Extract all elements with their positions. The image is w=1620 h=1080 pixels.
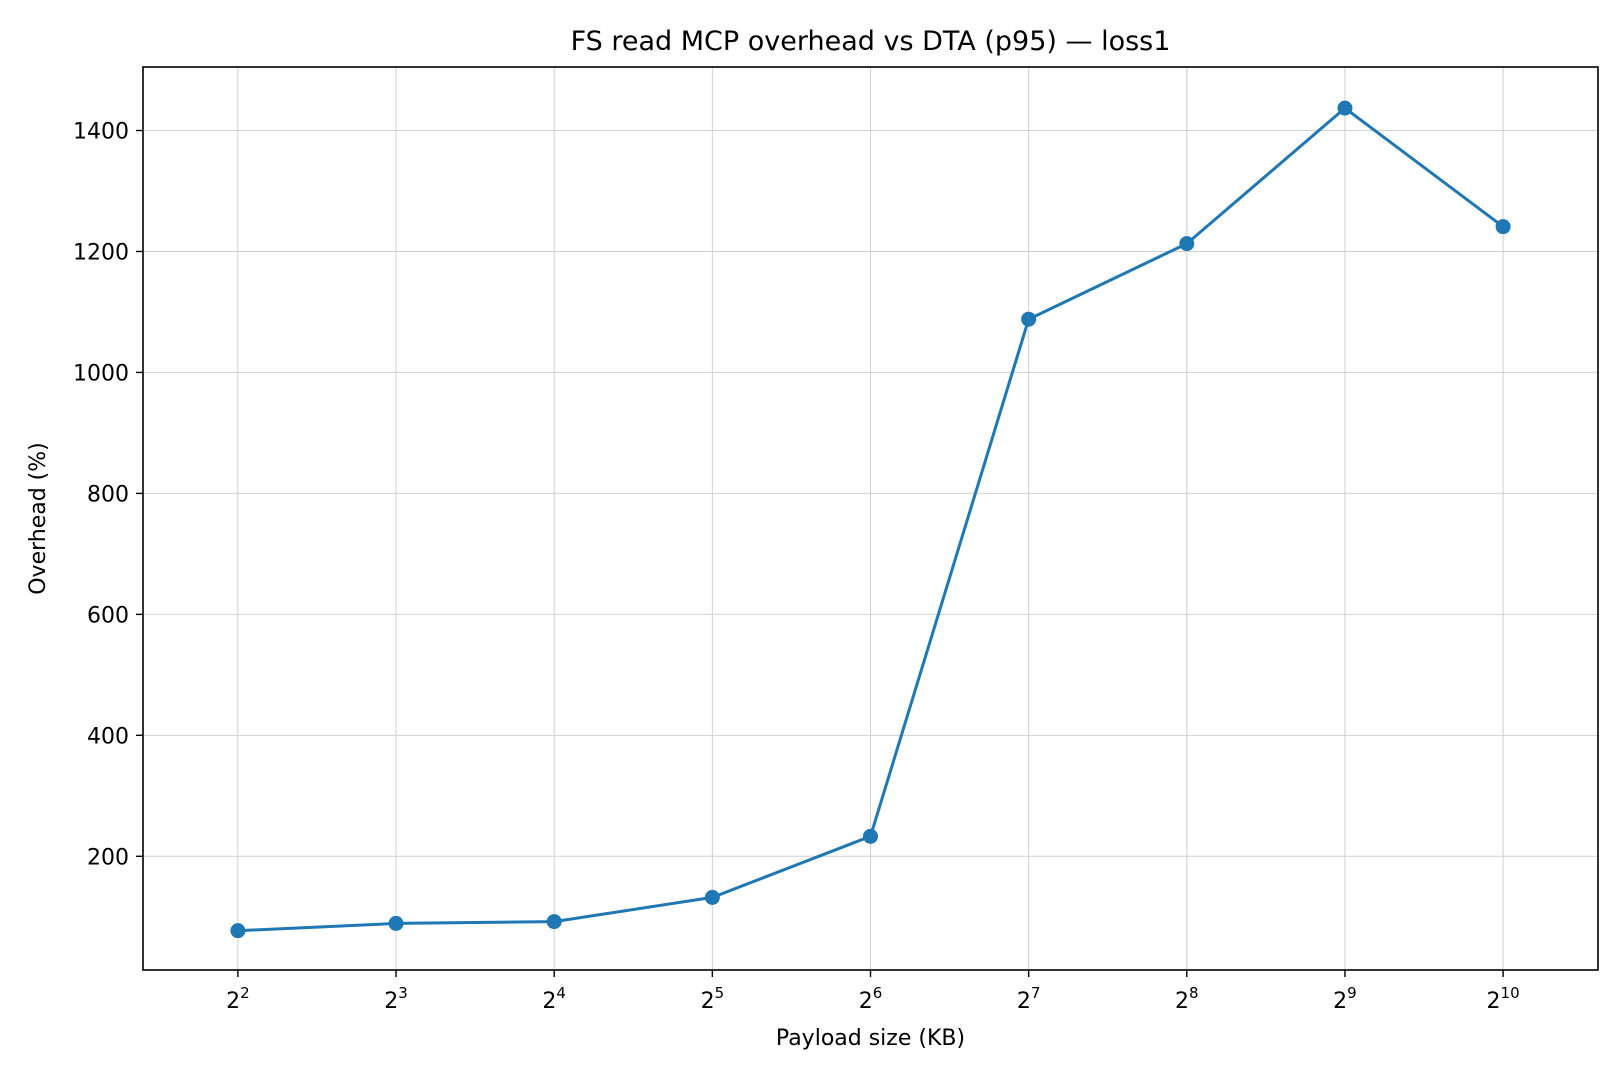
data-point bbox=[1337, 100, 1353, 116]
x-tick-label: 24 bbox=[542, 984, 566, 1014]
data-point bbox=[1179, 236, 1195, 252]
x-tick-label: 26 bbox=[859, 984, 883, 1014]
data-point bbox=[704, 889, 720, 905]
data-point bbox=[1021, 311, 1037, 327]
y-tick-label: 600 bbox=[87, 603, 129, 628]
data-point bbox=[230, 923, 246, 939]
series-layer bbox=[230, 100, 1511, 939]
x-tick-label: 28 bbox=[1175, 984, 1199, 1014]
data-point bbox=[863, 828, 878, 844]
x-tick-label: 23 bbox=[384, 984, 408, 1014]
data-point bbox=[546, 914, 562, 930]
y-axis-label: Overhead (%) bbox=[26, 442, 51, 595]
y-tick-label: 1000 bbox=[73, 361, 129, 386]
y-tick-label: 1400 bbox=[73, 120, 129, 145]
data-point bbox=[1495, 219, 1511, 235]
x-axis-label: Payload size (KB) bbox=[776, 1026, 965, 1051]
data-point bbox=[388, 915, 404, 931]
y-tick-label: 200 bbox=[87, 845, 129, 870]
x-tick-label: 210 bbox=[1487, 984, 1520, 1014]
x-tick-label: 27 bbox=[1017, 984, 1041, 1014]
y-tick-label: 1200 bbox=[73, 240, 129, 265]
y-tick-label: 400 bbox=[87, 724, 129, 749]
axis-ticks: 22 23 24 25 26 27 28 29 210 200 400 600 800 1000 1200 1… bbox=[73, 120, 1520, 1014]
chart-title: FS read MCP overhead vs DTA (p95) — loss… bbox=[571, 26, 1171, 57]
x-tick-label: 29 bbox=[1333, 984, 1357, 1014]
x-tick-label: 22 bbox=[226, 984, 250, 1014]
grid-lines bbox=[143, 67, 1598, 970]
x-tick-label: 25 bbox=[701, 984, 725, 1014]
y-tick-label: 800 bbox=[87, 482, 129, 507]
